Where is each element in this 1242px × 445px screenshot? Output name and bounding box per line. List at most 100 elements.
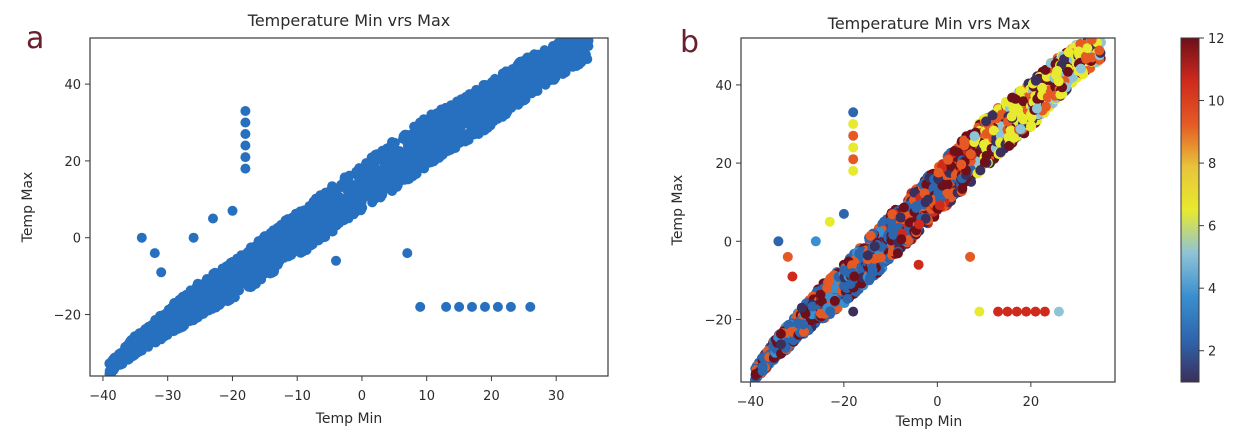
scatter-point: [467, 120, 478, 131]
scatter-point: [1040, 64, 1051, 75]
scatter-point: [862, 250, 873, 261]
scatter-point: [572, 56, 583, 67]
scatter-point: [371, 149, 382, 160]
scatter-point-outlier: [965, 251, 976, 262]
scatter-point: [1037, 82, 1047, 93]
scatter-point: [530, 58, 541, 69]
chart-b-title: Temperature Min vrs Max: [827, 14, 1030, 33]
chart-a-ticks: −40 −30 −20 −10 0 10 20 30 −20 0 20 40: [54, 78, 565, 404]
scatter-point: [392, 180, 403, 191]
y-tick-label: 0: [73, 232, 81, 247]
scatter-point-outlier: [240, 140, 251, 151]
scatter-point-outlier: [1002, 306, 1013, 317]
scatter-point: [218, 279, 229, 290]
scatter-point: [278, 220, 289, 231]
scatter-point: [987, 110, 998, 121]
scatter-point: [358, 163, 369, 174]
scatter-point: [155, 330, 166, 341]
panel-letter-a: a: [26, 21, 44, 56]
scatter-point: [965, 149, 976, 160]
scatter-point: [219, 266, 230, 277]
colorbar-tick-label: 2: [1208, 345, 1216, 360]
chart-a: Temperature Min vrs Max −40 −30 −20 −10 0 10 2…: [20, 11, 609, 427]
scatter-point: [272, 259, 283, 270]
scatter-point-outlier: [848, 142, 859, 153]
y-tick-label: 40: [715, 79, 732, 94]
scatter-point: [282, 235, 293, 246]
scatter-point-outlier: [848, 165, 859, 176]
scatter-point: [179, 301, 190, 312]
scatter-point: [1015, 124, 1026, 134]
x-tick-label: −30: [154, 389, 181, 404]
scatter-point: [409, 121, 420, 132]
scatter-point: [887, 209, 898, 220]
scatter-point: [169, 325, 180, 336]
scatter-point-outlier: [136, 232, 147, 243]
scatter-point: [526, 88, 537, 99]
scatter-point-outlier: [913, 259, 924, 270]
scatter-point: [437, 129, 448, 139]
scatter-point: [211, 301, 222, 312]
scatter-point: [1062, 66, 1073, 77]
scatter-point: [892, 248, 903, 259]
scatter-point: [409, 169, 420, 180]
scatter-point: [454, 137, 465, 148]
scatter-point: [361, 179, 372, 190]
scatter-point: [995, 147, 1006, 158]
scatter-point: [381, 161, 392, 172]
scatter-point: [246, 248, 257, 259]
scatter-point: [775, 328, 786, 339]
scatter-point: [842, 293, 853, 304]
scatter-point: [326, 226, 337, 237]
scatter-point: [1073, 46, 1084, 57]
scatter-point-outlier: [240, 163, 251, 174]
scatter-point: [264, 267, 274, 277]
scatter-point-outlier: [240, 129, 251, 139]
scatter-point: [301, 241, 312, 252]
scatter-point: [1052, 65, 1063, 76]
x-tick-label: −20: [219, 389, 246, 404]
chart-b-plot-area: [750, 38, 1106, 382]
scatter-point: [1081, 53, 1092, 64]
scatter-point: [519, 72, 530, 83]
scatter-point: [981, 116, 992, 127]
scatter-point-outlier: [993, 306, 1004, 317]
colorbar-tick-label: 12: [1208, 32, 1225, 47]
scatter-point: [923, 194, 933, 205]
x-tick-label: −40: [737, 395, 764, 410]
scatter-point-outlier: [169, 298, 180, 308]
scatter-point-outlier: [848, 154, 859, 165]
scatter-point: [829, 295, 840, 306]
scatter-point-outlier: [240, 106, 251, 116]
scatter-point: [580, 38, 589, 41]
scatter-point-outlier: [1030, 306, 1041, 317]
scatter-point-outlier: [824, 216, 835, 227]
scatter-point: [371, 167, 382, 178]
x-tick-label: 0: [933, 395, 941, 410]
colorbar-tick-label: 8: [1208, 157, 1216, 172]
scatter-point: [956, 159, 967, 170]
scatter-point: [104, 368, 115, 376]
scatter-point-outlier: [240, 117, 251, 128]
scatter-point: [454, 103, 465, 114]
scatter-point: [510, 82, 521, 93]
scatter-point: [799, 326, 809, 337]
y-tick-label: −20: [705, 313, 732, 328]
scatter-point: [274, 249, 285, 260]
scatter-point: [326, 212, 337, 222]
scatter-point-outlier: [415, 301, 426, 312]
scatter-point: [539, 45, 550, 56]
scatter-point: [538, 74, 549, 85]
scatter-point-outlier: [156, 267, 167, 278]
scatter-point-outlier: [810, 236, 821, 247]
scatter-point: [369, 194, 380, 205]
scatter-point: [1040, 101, 1051, 112]
scatter-point: [776, 339, 786, 350]
scatter-point: [138, 334, 149, 344]
scatter-point-outlier: [848, 306, 859, 317]
chart-a-plot-area: [104, 38, 594, 376]
scatter-point: [230, 256, 241, 267]
colorbar-tick-label: 10: [1208, 95, 1225, 110]
scatter-point: [1018, 114, 1029, 125]
scatter-point-outlier: [454, 301, 465, 312]
